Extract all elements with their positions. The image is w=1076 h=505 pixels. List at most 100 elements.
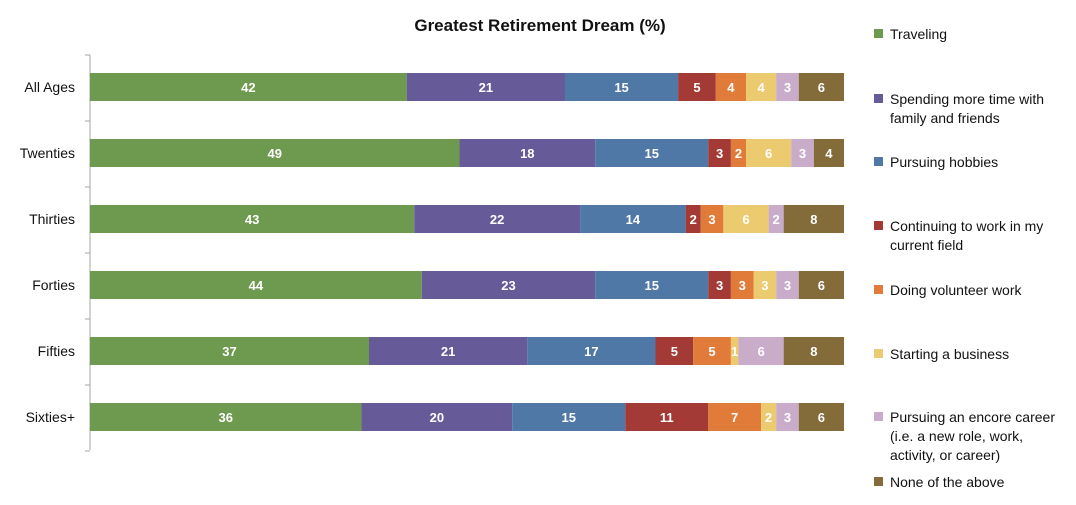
data-label: 2 [765,410,772,425]
bar-segment [90,205,415,233]
bar-segment [90,139,460,167]
bar-segment [798,73,844,101]
legend-label: Traveling [890,26,947,42]
data-label: 6 [818,410,825,425]
bar-segment [361,403,513,431]
bar-segment [655,337,694,365]
data-label: 6 [818,278,825,293]
legend-label: family and friends [890,110,1000,126]
data-label: 4 [727,80,735,95]
data-label: 23 [501,278,515,293]
category-label: All Ages [24,79,75,95]
data-label: 3 [708,212,715,227]
data-label: 18 [520,146,534,161]
legend-swatch [874,221,883,230]
legend-swatch [874,412,883,421]
bar-segment [783,337,844,365]
data-label: 6 [818,80,825,95]
data-label: 2 [735,146,742,161]
legend-swatch [874,94,883,103]
bar-segment [723,205,769,233]
data-label: 15 [644,146,658,161]
data-label: 42 [241,80,255,95]
data-label: 11 [660,410,674,425]
legend-swatch [874,477,883,486]
bar-segment [715,73,746,101]
data-label: 5 [671,344,678,359]
legend-label: Spending more time with [890,91,1044,107]
data-label: 6 [742,212,749,227]
data-label: 3 [716,278,723,293]
bar-segment [708,271,731,299]
bar-segment [565,73,679,101]
data-label: 3 [716,146,723,161]
data-label: 44 [249,278,264,293]
bar-segment [625,403,709,431]
data-label: 2 [773,212,780,227]
bar-segment [798,403,844,431]
bar-segment [776,73,799,101]
bar-segment [693,337,731,365]
data-label: 21 [441,344,455,359]
bar-segment [730,271,754,299]
bar-segment [580,205,686,233]
data-label: 8 [810,344,817,359]
data-label: 3 [784,278,791,293]
legend-swatch [874,285,883,294]
bar-segment [761,403,777,431]
legend-label: activity, or career) [890,447,1000,463]
data-label: 3 [739,278,746,293]
bar-segment [678,73,716,101]
bar-segment [730,139,746,167]
data-label: 14 [626,212,641,227]
bar-segment [90,73,407,101]
bar-segment [783,205,844,233]
bar-segment [512,403,626,431]
legend-swatch [874,157,883,166]
bar-segment [685,205,701,233]
bar-segment [368,337,528,365]
bar-segment [745,139,792,167]
data-label: 36 [218,410,232,425]
category-label: Sixties+ [26,409,75,425]
bar-segment [745,73,777,101]
legend-label: Continuing to work in my [890,218,1043,234]
data-label: 1 [731,344,738,359]
data-label: 15 [644,278,658,293]
bar-segment [738,337,784,365]
data-label: 15 [562,410,576,425]
data-label: 3 [799,146,806,161]
chart-title: Greatest Retirement Dream (%) [414,16,666,35]
data-label: 20 [430,410,444,425]
data-label: 49 [267,146,281,161]
data-label: 21 [479,80,493,95]
bar-segment [798,271,844,299]
bar-segment [791,139,814,167]
data-label: 17 [584,344,598,359]
data-label: 3 [784,80,791,95]
bar-segment [421,271,596,299]
data-label: 3 [761,278,768,293]
legend-label: Starting a business [890,346,1009,362]
data-label: 37 [222,344,236,359]
data-label: 3 [784,410,791,425]
data-label: 4 [757,80,765,95]
data-label: 2 [690,212,697,227]
bar-segment [406,73,566,101]
bar-segment [708,403,762,431]
category-label: Forties [32,277,75,293]
legend-swatch [874,349,883,358]
data-label: 43 [245,212,259,227]
data-label: 6 [757,344,764,359]
data-label: 6 [765,146,772,161]
legend-label: current field [890,237,963,253]
bar-segment [595,139,709,167]
bar-segment [414,205,581,233]
data-label: 8 [810,212,817,227]
bar-segment [730,337,739,365]
data-label: 7 [731,410,738,425]
category-label: Thirties [29,211,75,227]
bar-segment [90,337,369,365]
bar-segment [459,139,596,167]
